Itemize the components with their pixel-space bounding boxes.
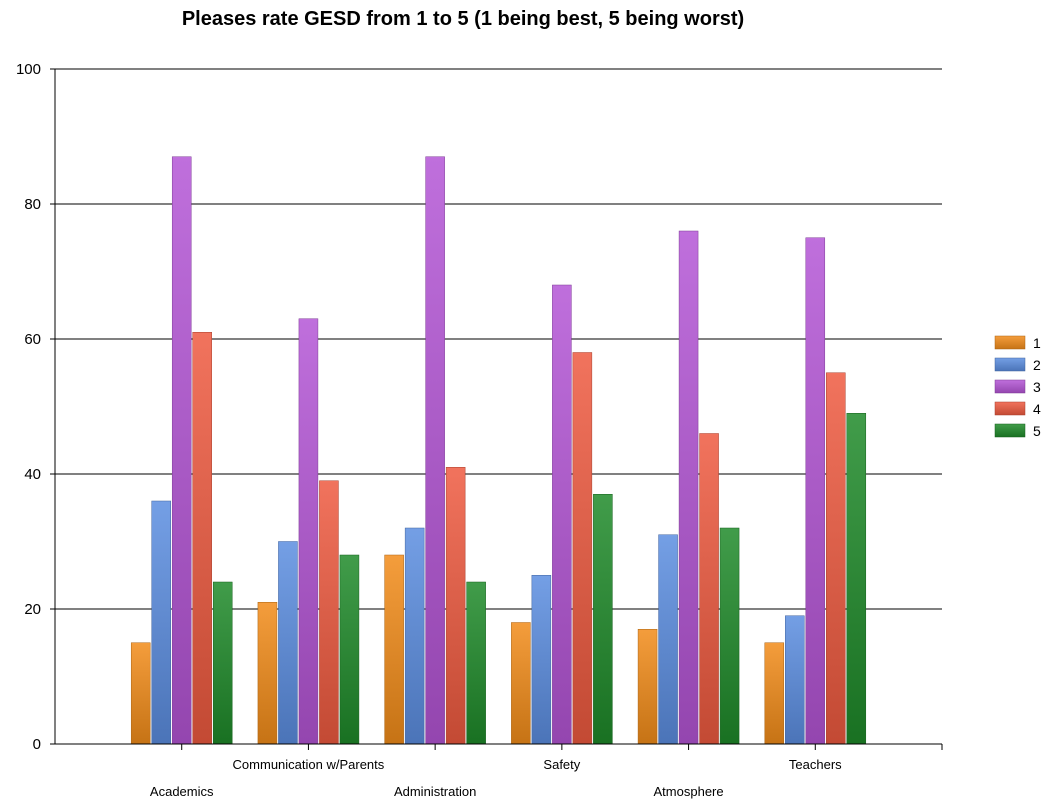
bar-administration-series-3 [425, 156, 445, 745]
bar-academics-series-3 [171, 156, 192, 745]
x-category-label: Safety [543, 757, 580, 772]
bar-teachers-series-2 [785, 615, 805, 745]
legend-label: 1 [1033, 335, 1041, 351]
legend-item-4[interactable]: 4 [994, 401, 1041, 417]
legend-item-5[interactable]: 5 [994, 423, 1041, 439]
legend-swatch [994, 423, 1026, 438]
bar-academics-series-1 [130, 642, 151, 745]
legend[interactable]: 1 2 3 4 5 [994, 335, 1041, 439]
bar-communication-w-parents-series-1 [257, 602, 278, 745]
x-category-label: Atmosphere [654, 784, 724, 799]
axes [54, 69, 943, 750]
legend-swatch [994, 379, 1026, 394]
legend-item-3[interactable]: 3 [994, 379, 1041, 395]
legend-label: 5 [1033, 423, 1041, 439]
bar-safety-series-2 [531, 575, 552, 745]
bar-administration-series-2 [404, 527, 425, 745]
bar-communication-w-parents-series-4 [319, 480, 339, 745]
bar-communication-w-parents-series-3 [298, 318, 319, 745]
bars [130, 156, 867, 745]
bar-administration-series-4 [445, 467, 466, 745]
y-axis-ticks: 0 20 40 60 80 100 [16, 61, 41, 753]
bar-atmosphere-series-3 [678, 230, 699, 745]
legend-swatch [994, 401, 1026, 416]
y-tick-label: 100 [16, 61, 41, 78]
x-category-label: Academics [150, 784, 214, 799]
legend-swatch [994, 357, 1026, 372]
legend-item-2[interactable]: 2 [994, 357, 1041, 373]
bar-communication-w-parents-series-2 [278, 541, 298, 745]
y-tick-label: 40 [24, 466, 41, 483]
legend-item-1[interactable]: 1 [994, 335, 1041, 351]
bar-atmosphere-series-5 [719, 527, 740, 745]
bar-atmosphere-series-4 [699, 433, 719, 745]
y-tick-label: 0 [33, 736, 41, 753]
bar-academics-series-5 [212, 581, 233, 745]
bar-academics-series-4 [192, 332, 212, 745]
bar-teachers-series-5 [846, 413, 867, 745]
chart-title: Pleases rate GESD from 1 to 5 (1 being b… [182, 8, 744, 30]
bar-safety-series-3 [552, 284, 572, 745]
bar-teachers-series-4 [826, 372, 846, 745]
bar-atmosphere-series-1 [637, 629, 658, 745]
legend-label: 2 [1033, 357, 1041, 373]
x-category-label: Communication w/Parents [233, 757, 385, 772]
bar-safety-series-5 [593, 494, 613, 745]
bar-safety-series-1 [511, 622, 531, 745]
y-tick-label: 20 [24, 601, 41, 618]
bar-administration-series-1 [384, 554, 404, 745]
bar-administration-series-5 [466, 581, 486, 745]
y-tick-label: 80 [24, 196, 41, 213]
y-tick-label: 60 [24, 331, 41, 348]
x-axis-labels: Academics Communication w/Parents Administ… [150, 757, 842, 799]
x-category-label: Administration [394, 784, 476, 799]
bar-communication-w-parents-series-5 [339, 554, 360, 745]
bar-teachers-series-1 [764, 642, 785, 745]
x-category-label: Teachers [789, 757, 842, 772]
bar-atmosphere-series-2 [658, 534, 678, 745]
bar-safety-series-4 [572, 352, 593, 745]
legend-label: 3 [1033, 379, 1041, 395]
legend-label: 4 [1033, 401, 1041, 417]
legend-swatch [994, 335, 1026, 350]
bar-teachers-series-3 [805, 237, 826, 745]
bar-academics-series-2 [151, 500, 171, 745]
